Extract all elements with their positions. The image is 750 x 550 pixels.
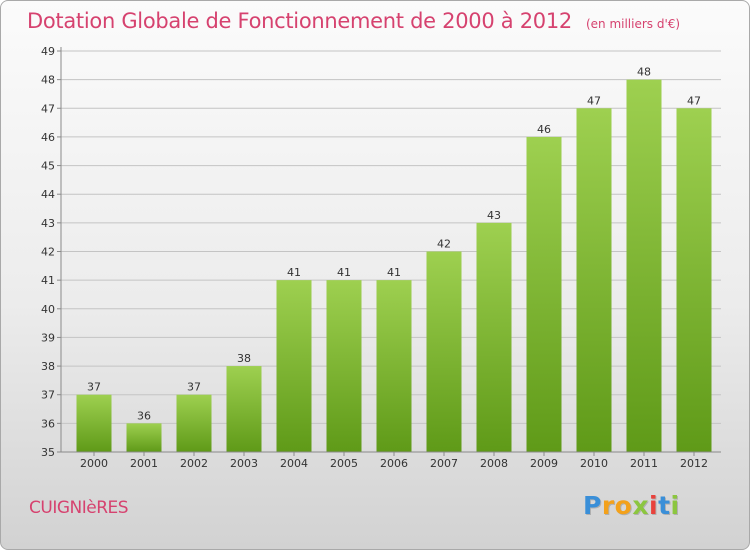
bar (176, 394, 212, 452)
logo-letter: i (670, 491, 680, 520)
data-label: 42 (437, 238, 451, 251)
bar (326, 280, 362, 452)
x-tick-label: 2011 (630, 457, 658, 470)
logo-letter: i (649, 491, 659, 520)
y-tick-label: 40 (41, 303, 55, 316)
data-label: 38 (237, 352, 251, 365)
y-tick-label: 45 (41, 160, 55, 173)
data-label: 41 (387, 266, 401, 279)
data-label: 47 (687, 94, 701, 107)
y-tick-label: 41 (41, 274, 55, 287)
axis-layer (57, 47, 721, 456)
x-tick-label: 2008 (480, 457, 508, 470)
bar (126, 423, 162, 452)
x-tick-label: 2010 (580, 457, 608, 470)
logo-letter: P (583, 491, 602, 520)
bar (226, 366, 262, 452)
y-tick-label: 37 (41, 389, 55, 402)
x-tick-label: 2012 (680, 457, 708, 470)
x-tick-label: 2005 (330, 457, 358, 470)
bar (476, 222, 512, 452)
chart-title: Dotation Globale de Fonctionnement de 20… (27, 9, 572, 33)
y-tick-label: 47 (41, 102, 55, 115)
bar (576, 108, 612, 453)
y-tick-label: 46 (41, 131, 55, 144)
x-tick-label: 2004 (280, 457, 308, 470)
x-tick-label: 2002 (180, 457, 208, 470)
bar (76, 394, 112, 452)
logo-letter: x (632, 491, 649, 520)
logo-letter: o (614, 491, 633, 520)
label-layer: 35 36 37 38 39 40 41 42 43 44 45 46 47 48 49 2000 37 2001… (41, 45, 708, 470)
x-tick-label: 2009 (530, 457, 558, 470)
logo-letter: r (601, 491, 615, 520)
data-label: 43 (487, 209, 501, 222)
commune-name: CUIGNIèRES (29, 498, 129, 518)
chart-title-block: Dotation Globale de Fonctionnement de 20… (27, 9, 680, 33)
data-label: 41 (337, 266, 351, 279)
bar (376, 280, 412, 452)
y-tick-label: 49 (41, 45, 55, 58)
data-label: 48 (637, 66, 651, 79)
x-tick-label: 2001 (130, 457, 158, 470)
bar (276, 280, 312, 452)
y-tick-label: 43 (41, 217, 55, 230)
data-label: 37 (87, 381, 101, 394)
y-tick-label: 39 (41, 331, 55, 344)
x-tick-label: 2000 (80, 457, 108, 470)
data-label: 37 (187, 381, 201, 394)
y-tick-label: 42 (41, 246, 55, 259)
x-tick-label: 2006 (380, 457, 408, 470)
data-label: 36 (137, 409, 151, 422)
y-tick-label: 44 (41, 188, 55, 201)
x-tick-label: 2007 (430, 457, 458, 470)
bar (426, 251, 462, 452)
y-tick-label: 38 (41, 360, 55, 373)
logo-letter: t (658, 491, 671, 520)
bar (626, 79, 662, 453)
y-tick-label: 48 (41, 74, 55, 87)
bar (676, 108, 712, 453)
data-label: 46 (537, 123, 551, 136)
data-label: 47 (587, 94, 601, 107)
proxiti-logo: Proxiti (583, 491, 680, 520)
bar-layer (76, 79, 712, 453)
x-tick-label: 2003 (230, 457, 258, 470)
y-tick-label: 36 (41, 417, 55, 430)
chart-subtitle: (en milliers d'€) (585, 17, 681, 31)
bar (526, 136, 562, 452)
data-label: 41 (287, 266, 301, 279)
y-tick-label: 35 (41, 446, 55, 459)
